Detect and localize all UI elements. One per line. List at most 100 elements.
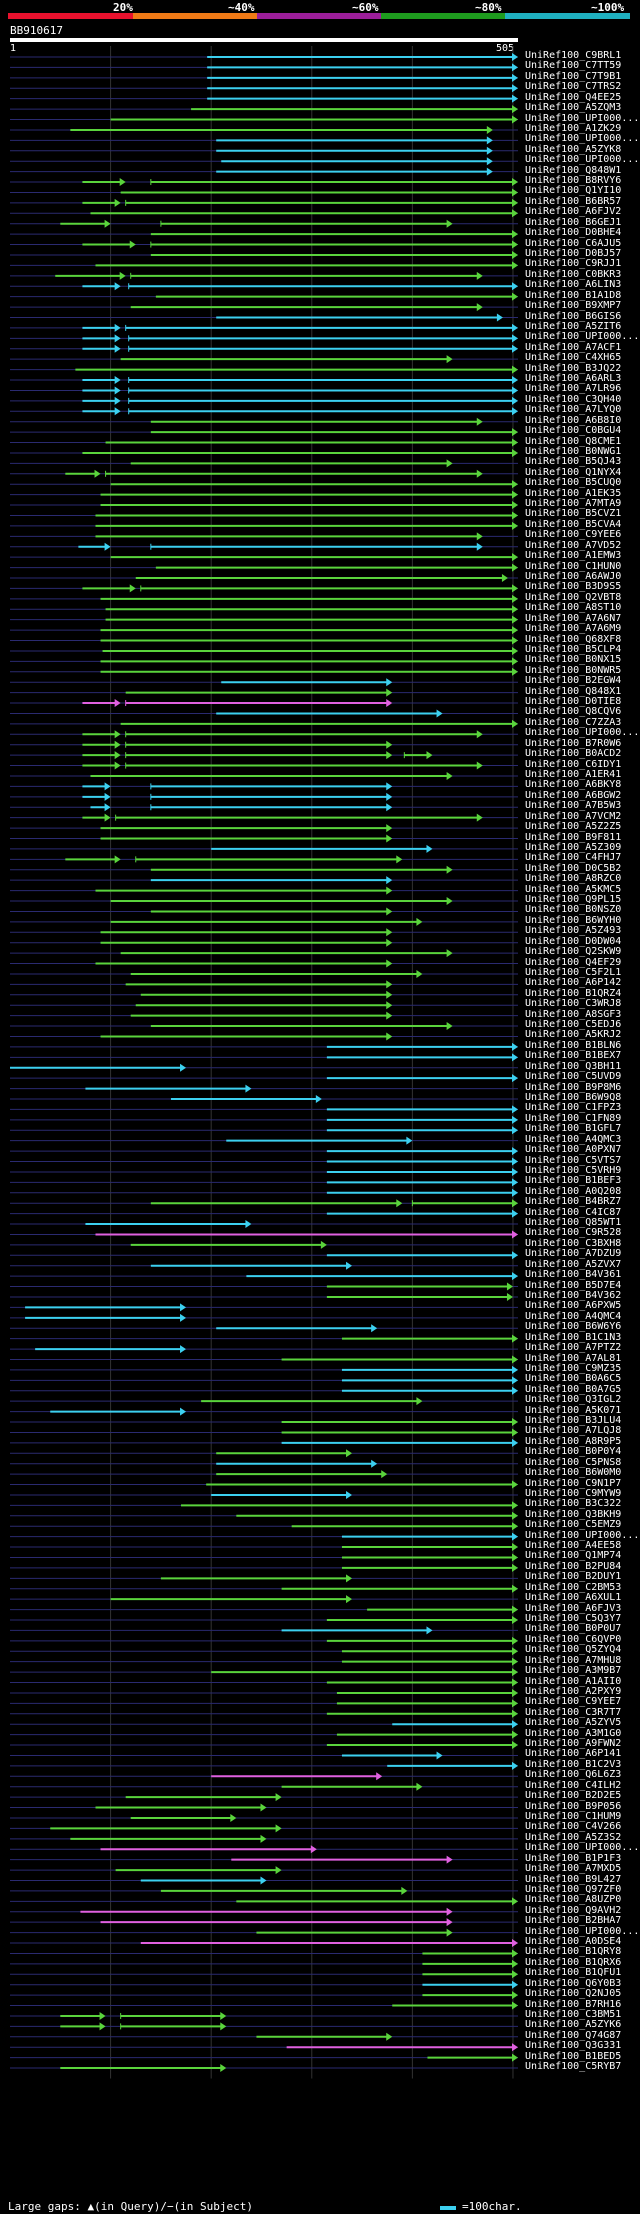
hit-label[interactable]: UniRef100_A6BGW2 <box>525 789 622 801</box>
hit-label[interactable]: UniRef100_A7PTZ2 <box>525 1342 622 1354</box>
hit-label[interactable]: UniRef100_A5ZYK8 <box>525 143 622 155</box>
hit-label[interactable]: UniRef100_A5Z493 <box>525 925 622 937</box>
hit-label[interactable]: UniRef100_B6GIS6 <box>525 310 622 322</box>
hit-label[interactable]: UniRef100_C0BGU4 <box>525 425 622 437</box>
hit-label[interactable]: UniRef100_A7ACF1 <box>525 341 622 353</box>
hit-label[interactable]: UniRef100_A5ZQM3 <box>525 102 622 114</box>
hit-label[interactable]: UniRef100_C4ILH2 <box>525 1779 622 1791</box>
hit-label[interactable]: UniRef100_B4V362 <box>525 1289 622 1301</box>
hit-label[interactable]: UniRef100_Q1MP74 <box>525 1550 622 1562</box>
hit-label[interactable]: UniRef100_A6PXW5 <box>525 1300 622 1312</box>
hit-label[interactable]: UniRef100_B5CUQ0 <box>525 477 622 489</box>
hit-label[interactable]: UniRef100_B9F811 <box>525 831 622 843</box>
hit-label[interactable]: UniRef100_B6W9Q8 <box>525 1092 622 1103</box>
hit-label[interactable]: UniRef100_B2BHA7 <box>525 1915 622 1927</box>
hit-label[interactable]: UniRef100_B5CLP4 <box>525 643 622 655</box>
hit-label[interactable]: UniRef100_C9MYW9 <box>525 1487 622 1499</box>
hit-label[interactable]: UniRef100_A7A6M9 <box>525 623 622 635</box>
hit-label[interactable]: UniRef100_A8ST10 <box>525 602 622 614</box>
hit-label[interactable]: UniRef100_B1QRY8 <box>525 1946 622 1958</box>
hit-label[interactable]: UniRef100_B2PU84 <box>525 1560 622 1572</box>
hit-label[interactable]: UniRef100_A4QMC4 <box>525 1310 622 1322</box>
hit-label[interactable]: UniRef100_A2PXY9 <box>525 1685 622 1697</box>
hit-label[interactable]: UniRef100_C2BM53 <box>525 1581 622 1593</box>
hit-label[interactable]: UniRef100_B7RH16 <box>525 1998 622 2010</box>
hit-label[interactable]: UniRef100_A8RZC0 <box>525 873 622 885</box>
hit-label[interactable]: UniRef100_C6AJU5 <box>525 237 622 249</box>
hit-label[interactable]: UniRef100_C5VRH9 <box>525 1164 622 1176</box>
hit-label[interactable]: UniRef100_C5EMZ9 <box>525 1519 622 1531</box>
hit-label[interactable]: UniRef100_B2D2E5 <box>525 1790 622 1802</box>
hit-label[interactable]: UniRef100_UPI000... <box>525 112 640 124</box>
hit-label[interactable]: UniRef100_UPI000... <box>525 154 640 166</box>
hit-label[interactable]: UniRef100_C7T9B1 <box>525 70 622 82</box>
hit-label[interactable]: UniRef100_A7B5W3 <box>525 800 622 812</box>
hit-label[interactable]: UniRef100_B1BEF3 <box>525 1175 622 1187</box>
hit-label[interactable]: UniRef100_B0NSZ0 <box>525 904 622 916</box>
hit-label[interactable]: UniRef100_B1P1F3 <box>525 1852 622 1864</box>
hit-label[interactable]: UniRef100_B5D7E4 <box>525 1279 622 1291</box>
hit-label[interactable]: UniRef100_Q2NJ05 <box>525 1988 622 2000</box>
hit-label[interactable]: UniRef100_A3M9B7 <box>525 1665 622 1677</box>
hit-label[interactable]: UniRef100_B1QRZ4 <box>525 987 622 999</box>
hit-label[interactable]: UniRef100_A7AL81 <box>525 1352 622 1364</box>
hit-label[interactable]: UniRef100_A6BKY8 <box>525 779 622 791</box>
hit-label[interactable]: UniRef100_C6QVP0 <box>525 1633 622 1645</box>
hit-label[interactable]: UniRef100_Q6Y0B3 <box>525 1977 622 1989</box>
hit-label[interactable]: UniRef100_B1GFL7 <box>525 1123 622 1135</box>
hit-label[interactable]: UniRef100_D0BHE4 <box>525 227 622 239</box>
hit-label[interactable]: UniRef100_B3D9S5 <box>525 581 622 593</box>
hit-label[interactable]: UniRef100_Q68XF8 <box>525 633 622 645</box>
hit-label[interactable]: UniRef100_B1A1D8 <box>525 289 622 301</box>
hit-label[interactable]: UniRef100_B4BRZ7 <box>525 1196 622 1208</box>
hit-label[interactable]: UniRef100_Q97ZF0 <box>525 1883 622 1895</box>
hit-label[interactable]: UniRef100_C4V266 <box>525 1821 622 1833</box>
hit-label[interactable]: UniRef100_A0DSE4 <box>525 1936 622 1948</box>
hit-label[interactable]: UniRef100_Q85WT1 <box>525 1217 622 1229</box>
hit-label[interactable]: UniRef100_B0NWG1 <box>525 445 622 457</box>
hit-label[interactable]: UniRef100_C3R7T7 <box>525 1706 622 1718</box>
hit-label[interactable]: UniRef100_A7MHU8 <box>525 1654 622 1666</box>
hit-label[interactable]: UniRef100_A5ZYK6 <box>525 2019 622 2031</box>
hit-label[interactable]: UniRef100_A1AII0 <box>525 1675 622 1687</box>
hit-label[interactable]: UniRef100_B0P0Y4 <box>525 1446 622 1458</box>
hit-label[interactable]: UniRef100_A5ZYV5 <box>525 1717 622 1729</box>
hit-label[interactable]: UniRef100_C9RJJ1 <box>525 258 622 270</box>
hit-label[interactable]: UniRef100_B0NWR5 <box>525 664 622 676</box>
hit-label[interactable]: UniRef100_Q5ZYQ4 <box>525 1644 622 1656</box>
hit-label[interactable]: UniRef100_C5RYB7 <box>525 2061 622 2073</box>
hit-label[interactable]: UniRef100_B2DUY1 <box>525 1571 622 1583</box>
hit-label[interactable]: UniRef100_C5EDJ6 <box>525 1019 622 1031</box>
hit-label[interactable]: UniRef100_Q4EE25 <box>525 91 622 103</box>
hit-label[interactable]: UniRef100_UPI000... <box>525 1842 640 1854</box>
hit-label[interactable]: UniRef100_Q3IGL2 <box>525 1394 622 1406</box>
hit-label[interactable]: UniRef100_B0A7G5 <box>525 1383 622 1395</box>
hit-label[interactable]: UniRef100_A0PXN7 <box>525 1144 622 1156</box>
hit-label[interactable]: UniRef100_C3BXH8 <box>525 1237 622 1249</box>
hit-label[interactable]: UniRef100_C4FHJ7 <box>525 852 622 864</box>
hit-label[interactable]: UniRef100_D0TIE8 <box>525 696 622 708</box>
hit-label[interactable]: UniRef100_C0BKR3 <box>525 268 622 280</box>
hit-label[interactable]: UniRef100_A5K071 <box>525 1404 622 1416</box>
hit-label[interactable]: UniRef100_C9YEE6 <box>525 529 622 541</box>
hit-label[interactable]: UniRef100_UPI000... <box>525 1925 640 1937</box>
hit-label[interactable]: UniRef100_A6FJV3 <box>525 1602 622 1614</box>
hit-label[interactable]: UniRef100_A7LR96 <box>525 383 622 395</box>
hit-label[interactable]: UniRef100_Q3BH11 <box>525 1060 622 1072</box>
hit-label[interactable]: UniRef100_A6AWJ0 <box>525 571 622 582</box>
hit-label[interactable]: UniRef100_C5Q3Y7 <box>525 1613 622 1624</box>
hit-label[interactable]: UniRef100_B5CVA4 <box>525 518 622 530</box>
hit-label[interactable]: UniRef100_B8RVY6 <box>525 175 622 187</box>
hit-label[interactable]: UniRef100_B9P056 <box>525 1800 622 1812</box>
hit-label[interactable]: UniRef100_C1FPZ3 <box>525 1102 622 1114</box>
hit-label[interactable]: UniRef100_B1C2V3 <box>525 1758 622 1770</box>
hit-label[interactable]: UniRef100_A4EE58 <box>525 1540 622 1552</box>
hit-label[interactable]: UniRef100_A5Z309 <box>525 841 622 853</box>
hit-label[interactable]: UniRef100_Q3G331 <box>525 2040 622 2052</box>
hit-label[interactable]: UniRef100_A7LYQ0 <box>525 404 622 416</box>
hit-label[interactable]: UniRef100_UPI000... <box>525 133 640 145</box>
hit-label[interactable]: UniRef100_B3C322 <box>525 1498 622 1510</box>
hit-label[interactable]: UniRef100_A8SGF3 <box>525 1008 622 1020</box>
hit-label[interactable]: UniRef100_A8UZP0 <box>525 1894 622 1906</box>
hit-label[interactable]: UniRef100_A6XUL1 <box>525 1592 622 1604</box>
